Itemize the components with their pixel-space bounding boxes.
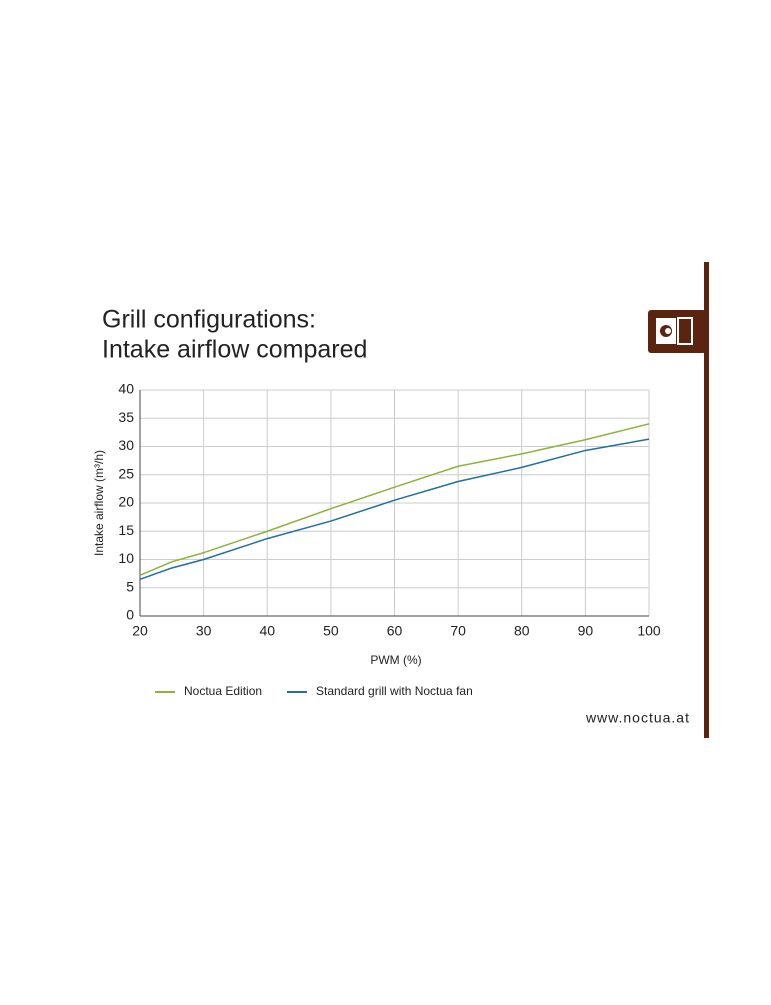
y-tick-label: 5 bbox=[126, 578, 134, 594]
y-tick-label: 35 bbox=[118, 409, 134, 425]
brand-bar bbox=[704, 262, 709, 738]
series-line bbox=[139, 438, 650, 580]
y-tick-label: 30 bbox=[118, 437, 134, 453]
chart-title: Intake airflow compared bbox=[102, 336, 367, 364]
legend-label: Noctua Edition bbox=[184, 684, 262, 698]
y-tick-label: 0 bbox=[126, 607, 134, 623]
series-line bbox=[139, 423, 650, 577]
x-tick-label: 20 bbox=[132, 623, 148, 639]
y-axis-label: Intake airflow (m³/h) bbox=[92, 450, 106, 556]
y-tick-label: 10 bbox=[118, 550, 134, 566]
x-tick-label: 80 bbox=[514, 623, 530, 639]
x-tick-label: 40 bbox=[259, 623, 275, 639]
x-tick-label: 100 bbox=[637, 623, 661, 639]
logo bbox=[648, 310, 706, 353]
x-axis-label: PWM (%) bbox=[370, 653, 421, 667]
chart-title: Grill configurations: bbox=[102, 306, 316, 334]
x-tick-label: 90 bbox=[578, 623, 594, 639]
y-tick-label: 40 bbox=[118, 381, 134, 397]
y-tick-label: 25 bbox=[118, 465, 134, 481]
x-tick-label: 60 bbox=[387, 623, 403, 639]
x-tick-label: 50 bbox=[323, 623, 339, 639]
y-tick-label: 15 bbox=[118, 522, 134, 538]
x-tick-label: 70 bbox=[450, 623, 466, 639]
x-tick-label: 30 bbox=[196, 623, 212, 639]
website: www.noctua.at bbox=[585, 710, 690, 726]
legend-label: Standard grill with Noctua fan bbox=[316, 684, 473, 698]
y-tick-label: 20 bbox=[118, 494, 134, 510]
